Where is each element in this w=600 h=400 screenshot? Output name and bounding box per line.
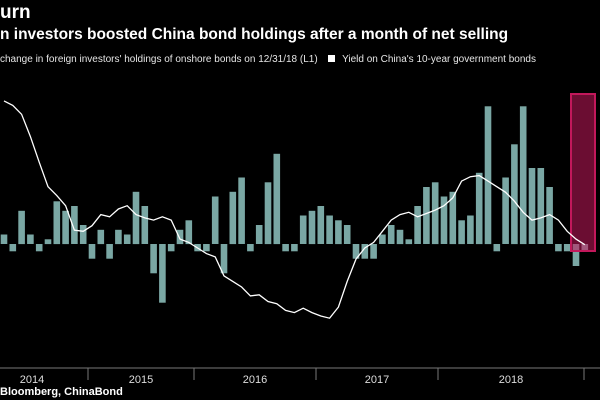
bar-mark xyxy=(282,244,289,252)
bar-mark xyxy=(458,220,465,245)
x-tick-label: 2018 xyxy=(499,374,523,386)
bar-mark xyxy=(414,206,421,244)
bar-mark xyxy=(572,244,580,266)
bar-mark xyxy=(238,177,245,244)
bar-mark xyxy=(405,239,413,245)
bar-mark xyxy=(335,220,342,245)
bar-mark xyxy=(123,234,131,244)
legend-line-label: Yield on China's 10-year government bond… xyxy=(342,54,536,65)
bar-mark xyxy=(440,196,448,244)
bar-mark xyxy=(370,244,377,259)
bar-mark xyxy=(79,225,87,244)
bar-mark xyxy=(71,206,78,244)
bar-mark xyxy=(53,201,61,245)
bar-mark xyxy=(352,244,360,259)
bar-mark xyxy=(203,244,210,252)
bar-mark xyxy=(431,182,439,245)
bar-mark xyxy=(361,244,369,259)
bar-mark xyxy=(255,225,263,244)
bar-mark xyxy=(273,153,281,245)
x-tick-label: 2014 xyxy=(20,374,44,386)
bar-mark xyxy=(537,168,545,244)
yield-line xyxy=(3,100,586,319)
bar-mark xyxy=(308,210,316,245)
bar-mark xyxy=(150,244,157,274)
bar-mark xyxy=(18,210,25,245)
legend-line-swatch xyxy=(328,55,336,62)
bar-mark xyxy=(247,244,254,252)
bar-mark xyxy=(229,191,237,245)
bar-mark xyxy=(167,244,175,252)
bar-mark xyxy=(484,106,492,245)
x-tick-label: 2015 xyxy=(129,374,153,386)
chart-title: n investors boosted China bond holdings … xyxy=(0,26,509,43)
bar-mark xyxy=(467,215,474,244)
bar-mark xyxy=(176,229,184,245)
bar-mark xyxy=(9,244,17,252)
bar-mark xyxy=(211,196,219,244)
bar-mark xyxy=(475,172,483,245)
bar-mark xyxy=(511,144,518,245)
bar-mark xyxy=(299,215,307,244)
bar-mark xyxy=(528,168,536,244)
bar-mark xyxy=(132,191,140,245)
bar-mark xyxy=(546,187,553,244)
bar-mark xyxy=(423,187,430,244)
legend-bars-label: change in foreign investors' holdings of… xyxy=(0,54,318,65)
legend: change in foreign investors' holdings of… xyxy=(0,54,536,65)
bar-mark xyxy=(387,225,395,244)
bar-mark xyxy=(379,234,386,244)
bar-mark xyxy=(326,215,333,244)
bar-mark xyxy=(317,206,325,244)
x-tick-label: 2017 xyxy=(365,374,389,386)
bar-mark xyxy=(97,229,105,245)
bar-mark xyxy=(343,225,351,244)
bar-mark xyxy=(115,229,122,245)
bar-mark xyxy=(449,191,457,245)
bar-mark xyxy=(563,244,571,252)
bar-mark xyxy=(493,244,501,252)
bar-mark xyxy=(220,244,228,274)
highlight-box xyxy=(570,93,596,252)
bar-mark xyxy=(291,244,298,252)
bar-mark xyxy=(141,206,149,244)
source-note: Bloomberg, ChinaBond xyxy=(0,386,123,398)
bar-mark xyxy=(264,182,272,245)
bar-mark xyxy=(62,210,69,245)
chart-kicker: urn xyxy=(0,2,31,23)
bar-mark xyxy=(519,106,527,245)
bar-mark xyxy=(396,229,404,245)
bar-mark xyxy=(88,244,96,259)
bar-mark xyxy=(106,244,113,259)
bar-mark xyxy=(44,239,52,245)
bar-mark xyxy=(502,177,509,244)
bar-mark xyxy=(185,220,193,245)
bar-mark xyxy=(27,234,34,244)
bar-mark xyxy=(159,244,166,303)
bar-mark xyxy=(0,234,8,244)
x-tick-label: 2016 xyxy=(243,374,267,386)
bar-mark xyxy=(555,244,562,252)
bar-mark xyxy=(35,244,43,252)
